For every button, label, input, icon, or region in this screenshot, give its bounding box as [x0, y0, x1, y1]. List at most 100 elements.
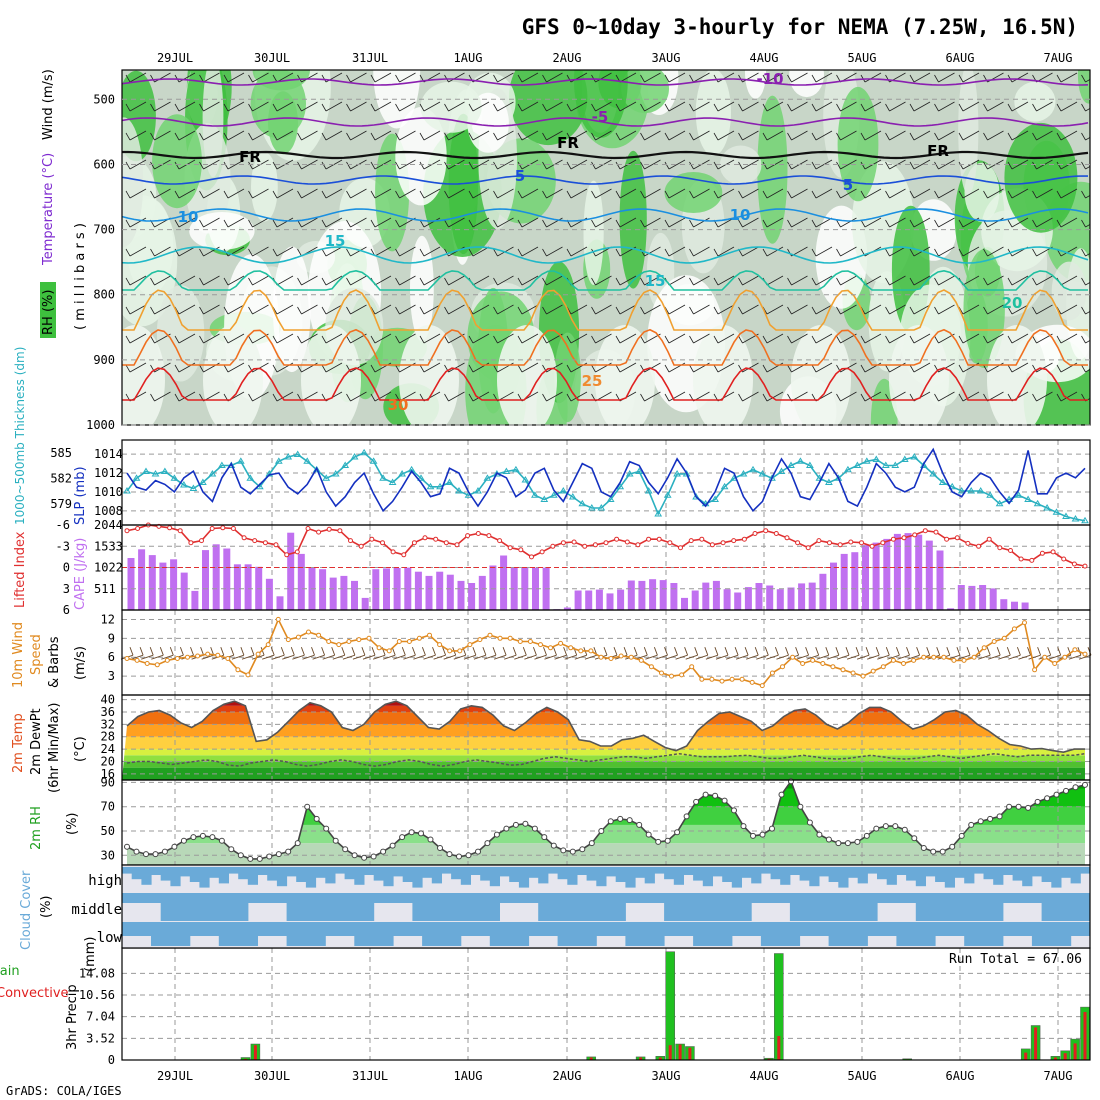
- wind-barb: [909, 101, 931, 112]
- wind10-speed-line-marker: [497, 635, 503, 641]
- wind10-speed-line-marker: [174, 656, 180, 661]
- lifted-index-line-marker: [1050, 549, 1056, 555]
- cloud-high-bar: [925, 867, 936, 877]
- rh2m-line-marker: [209, 834, 216, 841]
- wind-barb: [272, 101, 294, 112]
- lifted-index-line-marker: [699, 536, 705, 542]
- wind-barb: [885, 217, 906, 228]
- wind10-speed-line-marker: [346, 639, 352, 644]
- cape-bar: [595, 589, 603, 610]
- wind-barb: [272, 130, 294, 141]
- rh2m-line-marker: [512, 821, 519, 828]
- cloud-low-bar: [857, 922, 868, 946]
- wind-barb: [689, 304, 710, 315]
- cloud-high-bar: [964, 867, 975, 884]
- thickness-line-marker: [881, 461, 890, 468]
- wind-barb: [297, 72, 318, 83]
- thickness-line-marker: [644, 487, 653, 494]
- upper-temp-label: Temperature (°C): [41, 153, 56, 266]
- wind-barb: [909, 72, 931, 83]
- cloud-low-bar: [789, 922, 801, 946]
- wind-barb: [248, 188, 269, 199]
- wind-barb: [738, 101, 759, 112]
- date-label-bottom: 2AUG: [553, 1069, 582, 1083]
- lifted-index-line-marker: [1071, 561, 1077, 567]
- cloud-mid-bar: [867, 893, 878, 921]
- rh2m-line-marker: [636, 821, 643, 828]
- cloud-mid-bar: [809, 893, 820, 921]
- wind10-speed-line-marker: [568, 645, 574, 651]
- wind-barb: [199, 275, 220, 286]
- lifted-index-line-marker: [1008, 548, 1013, 553]
- wind10-speed-line-marker: [225, 656, 231, 661]
- cloud-low-bar: [1002, 922, 1014, 936]
- cloud-mid-bar: [170, 893, 181, 921]
- wind-barb: [199, 188, 220, 199]
- lifted-index-line-marker: [890, 536, 896, 542]
- wind-barb: [199, 159, 220, 170]
- cloud-high-bar: [693, 867, 704, 881]
- wind10-barb: [161, 647, 174, 660]
- wind10-speed-line-marker: [759, 683, 765, 689]
- cloud-low-bar: [993, 922, 1004, 946]
- wind-barb: [640, 391, 661, 402]
- wind-barb: [346, 246, 367, 257]
- thickness-line-marker: [597, 504, 606, 511]
- wind-barb: [885, 333, 906, 344]
- li-label: Lifted Index: [13, 531, 28, 608]
- cloud-low-bar: [741, 922, 752, 936]
- wind10-speed-line-marker: [558, 640, 564, 646]
- wind10-barb: [836, 647, 850, 660]
- thickness-line-marker: [844, 465, 852, 473]
- cloud-high-bar: [402, 867, 413, 882]
- thickness-line-marker: [369, 457, 378, 464]
- dewpt2m-label: 2m DewPt: [29, 708, 44, 775]
- cape-bar: [468, 583, 476, 610]
- wind10-speed-line-marker: [921, 654, 927, 660]
- cloud-low-bar: [770, 922, 781, 946]
- cloud-mid-bar: [828, 893, 839, 921]
- wind10-speed-line-marker: [295, 634, 301, 640]
- thickness-line-marker: [872, 455, 881, 462]
- lifted-index-line-marker: [592, 542, 598, 548]
- cloud-low-bar: [1041, 922, 1052, 946]
- precip-convective-bar: [1063, 1053, 1067, 1060]
- wind-barb: [223, 101, 245, 112]
- wind10-barb: [816, 647, 830, 660]
- wind-barb: [493, 130, 514, 141]
- cloud-mid-bar: [489, 893, 500, 921]
- cloud-low-bar: [238, 922, 249, 946]
- cloud-high-bar: [509, 867, 520, 882]
- wind-barb: [738, 188, 759, 199]
- thickness-line-marker: [663, 491, 672, 498]
- wind-barb: [836, 391, 857, 402]
- wind10-speed-line-marker: [467, 642, 473, 648]
- wind10-speed-label: Speed: [29, 634, 44, 675]
- lifted-index-line-marker: [827, 540, 832, 546]
- thickness-line-marker: [625, 470, 634, 477]
- temp-band: [122, 712, 1085, 725]
- wind10-speed-line-marker: [618, 653, 624, 659]
- cloud-mid-bar: [586, 893, 597, 921]
- wind10-speed-line-marker: [326, 639, 332, 644]
- wind-barb: [468, 391, 490, 402]
- cloud-high-bar: [296, 867, 307, 882]
- cloud-mid-bar: [296, 893, 307, 921]
- wind10-barb: [554, 647, 568, 660]
- cloud-mid-bar: [509, 893, 520, 903]
- wind-barb: [199, 101, 220, 112]
- wind10-speed-line-marker: [729, 676, 735, 682]
- wind-barb: [885, 304, 906, 315]
- rh-blob: [202, 70, 224, 178]
- grads-credit: GrADS: COLA/IGES: [6, 1084, 122, 1098]
- wind-barb: [517, 217, 539, 228]
- rh2m-line-marker: [598, 828, 605, 834]
- date-axis-top: 29JUL 30JUL 31JUL 1AUG 2AUG 3AUG 4AUG 5AUG 6AUG 7…: [157, 51, 1073, 65]
- cape-label: CAPE (J/kg): [73, 538, 88, 610]
- cloud-low-bar: [567, 922, 578, 946]
- cloud-low-bar: [489, 922, 500, 946]
- wind-barb: [1032, 188, 1053, 199]
- cloud-high-bar: [1012, 867, 1023, 881]
- lifted-index-line-marker: [326, 526, 332, 532]
- cloud-mid-bar: [906, 893, 917, 903]
